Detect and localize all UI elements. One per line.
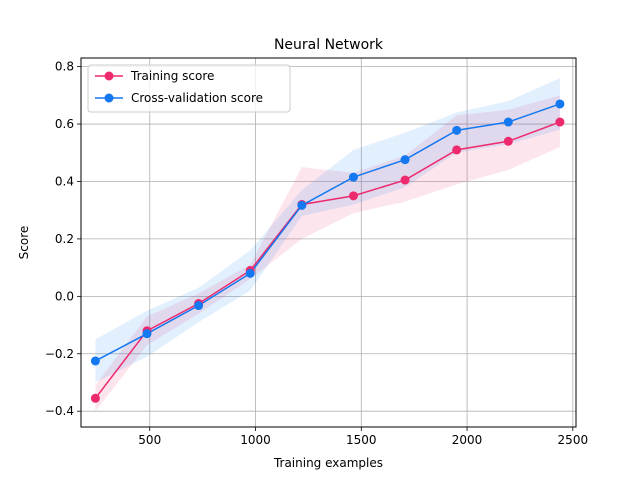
data-point <box>194 301 204 311</box>
x-tick-label: 1500 <box>346 433 377 447</box>
series-band-1 <box>95 78 560 383</box>
series-band-0 <box>95 95 560 412</box>
axis-ticks: 500 1000 1500 2000 2500 −0.4 −0.2 0.0 0.2 0.4 0.6 0… <box>45 60 588 447</box>
series-line-1 <box>95 103 561 362</box>
data-point <box>555 99 565 109</box>
data-point <box>348 191 358 201</box>
legend-label: Cross-validation score <box>131 91 263 105</box>
legend-box <box>87 64 291 113</box>
data-point <box>452 145 462 155</box>
y-tick-label: −0.4 <box>45 404 74 418</box>
x-tick-label: 2000 <box>452 433 483 447</box>
x-tick-label: 500 <box>138 433 161 447</box>
y-tick-label: 0.6 <box>55 117 74 131</box>
legend-swatch-marker <box>104 93 114 103</box>
series-lines <box>94 103 561 399</box>
data-point <box>348 172 358 182</box>
data-point <box>142 329 152 339</box>
data-point <box>90 393 100 403</box>
legend: Training score Cross-validation score <box>87 64 291 113</box>
y-tick-label: 0.4 <box>55 174 74 188</box>
data-point <box>452 125 462 135</box>
data-point <box>90 356 100 366</box>
legend-label: Training score <box>130 69 214 83</box>
y-tick-label: 0.8 <box>55 60 74 74</box>
y-axis-title: Score <box>17 226 31 260</box>
data-point <box>297 200 307 210</box>
data-point <box>503 136 513 146</box>
x-axis-title: Training examples <box>273 456 383 470</box>
data-point <box>503 117 513 127</box>
legend-swatch-marker <box>104 71 114 81</box>
y-tick-label: −0.2 <box>45 347 74 361</box>
data-point <box>555 117 565 127</box>
x-tick-label: 2500 <box>558 433 589 447</box>
chart-title: Neural Network <box>274 37 384 53</box>
y-tick-label: 0.0 <box>55 289 74 303</box>
data-point <box>400 155 410 165</box>
x-tick-label: 1000 <box>240 433 271 447</box>
data-point <box>400 175 410 185</box>
series-line-0 <box>94 121 561 399</box>
data-point <box>245 268 255 278</box>
plot-frame <box>80 57 577 428</box>
series-markers <box>90 99 565 403</box>
y-tick-label: 0.2 <box>55 232 74 246</box>
confidence-bands <box>95 78 560 412</box>
